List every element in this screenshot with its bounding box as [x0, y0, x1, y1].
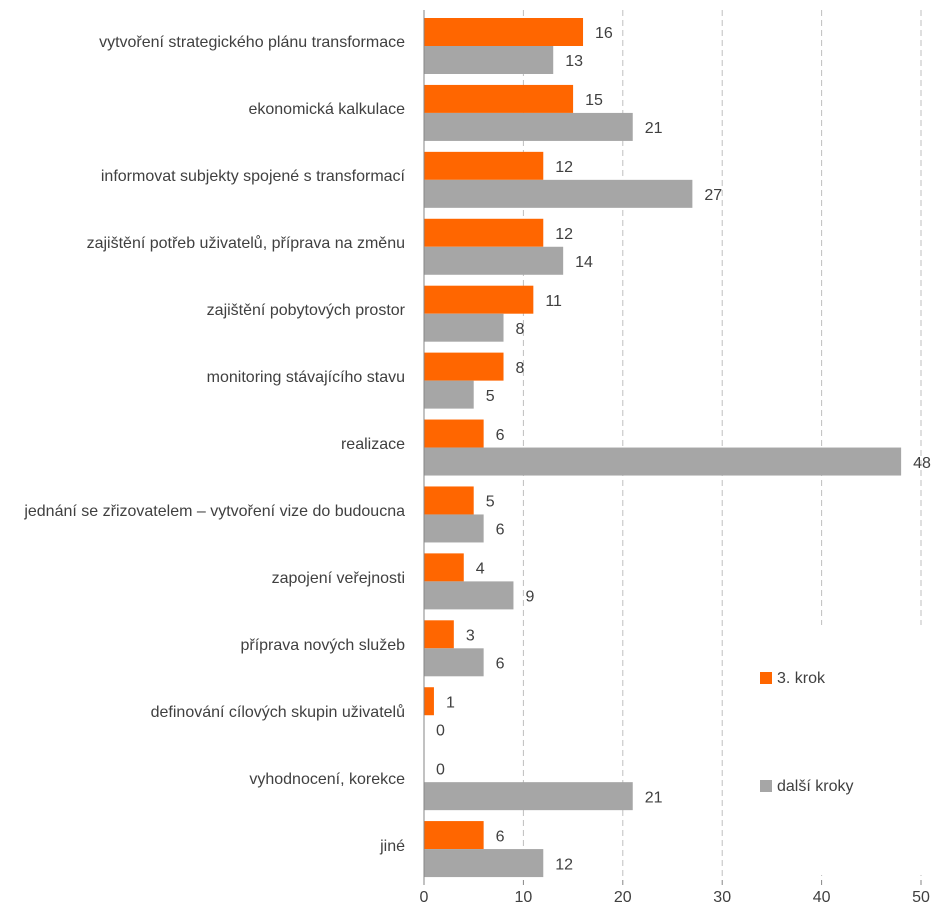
value-label: 6	[496, 656, 505, 673]
x-tick-label: 40	[813, 889, 831, 906]
bar	[424, 514, 484, 543]
category-label: jednání se zřizovatelem – vytvoření vize…	[0, 478, 405, 545]
value-label: 8	[516, 360, 525, 377]
value-label: 12	[555, 856, 573, 873]
category-label: zapojení veřejnosti	[0, 545, 405, 612]
category-text: realizace	[340, 435, 405, 453]
bar	[424, 313, 504, 342]
bar	[424, 84, 574, 113]
value-label: 0	[436, 722, 445, 739]
category-text: ekonomická kalkulace	[248, 101, 405, 119]
value-label: 9	[525, 589, 534, 606]
category-text: vyhodnocení, korekce	[249, 770, 405, 788]
value-label: 21	[645, 120, 663, 137]
value-label: 27	[704, 187, 722, 204]
category-label: informovat subjekty spojené s transforma…	[0, 144, 405, 211]
value-label: 6	[496, 427, 505, 444]
bar	[424, 246, 564, 275]
bar	[424, 447, 902, 476]
value-label: 4	[476, 561, 485, 578]
value-label: 16	[595, 25, 613, 42]
value-label: 3	[466, 628, 475, 645]
category-text: monitoring stávajícího stavu	[206, 369, 405, 387]
value-label: 6	[496, 522, 505, 539]
legend-background	[740, 625, 948, 875]
bar	[424, 380, 474, 409]
category-text: definování cílových skupin uživatelů	[150, 703, 405, 721]
bar	[424, 285, 534, 314]
category-text: jiné	[380, 837, 405, 855]
category-label: ekonomická kalkulace	[0, 77, 405, 144]
bar	[424, 151, 544, 180]
category-text: zapojení veřejnosti	[271, 569, 405, 587]
value-label: 21	[645, 789, 663, 806]
bar	[424, 687, 434, 716]
bar	[424, 581, 514, 610]
bar	[424, 486, 474, 515]
category-text: jednání se zřizovatelem – vytvoření vize…	[24, 502, 405, 520]
value-label: 11	[545, 293, 562, 310]
bar	[424, 849, 544, 878]
category-label: monitoring stávajícího stavu	[0, 345, 405, 412]
category-text: vytvoření strategického plánu transforma…	[99, 34, 405, 52]
bar	[424, 648, 484, 677]
category-label: jiné	[0, 813, 405, 880]
value-label: 8	[516, 321, 525, 338]
value-label: 12	[555, 226, 573, 243]
bar	[424, 620, 454, 649]
bar	[424, 553, 464, 582]
category-label: vytvoření strategického plánu transforma…	[0, 10, 405, 77]
x-tick-label: 20	[614, 889, 632, 906]
bar	[424, 419, 484, 448]
legend-swatch	[760, 672, 772, 684]
value-label: 14	[575, 254, 593, 271]
bar	[424, 218, 544, 247]
x-tick-label: 30	[713, 889, 731, 906]
bar	[424, 18, 584, 46]
value-label: 13	[565, 53, 583, 70]
bar	[424, 821, 484, 850]
category-label: vyhodnocení, korekce	[0, 746, 405, 813]
value-label: 6	[496, 828, 505, 845]
category-text: zajištění potřeb uživatelů, příprava na …	[86, 235, 405, 253]
value-label: 48	[913, 455, 931, 472]
value-label: 0	[436, 761, 445, 778]
value-label: 15	[585, 92, 603, 109]
bar	[424, 112, 633, 141]
value-label: 1	[446, 694, 455, 711]
x-tick-label: 10	[515, 889, 533, 906]
legend-label: další kroky	[777, 778, 853, 795]
value-label: 12	[555, 159, 573, 176]
category-label: zajištění pobytových prostor	[0, 278, 405, 345]
category-label: definování cílových skupin uživatelů	[0, 679, 405, 746]
x-tick-label: 50	[912, 889, 930, 906]
bar	[424, 352, 504, 381]
legend-swatch	[760, 780, 772, 792]
category-text: informovat subjekty spojené s transforma…	[100, 168, 405, 186]
category-label: realizace	[0, 412, 405, 479]
bar	[424, 46, 554, 74]
legend-label: 3. krok	[777, 670, 826, 687]
category-text: zajištění pobytových prostor	[206, 302, 405, 320]
x-tick-label: 0	[420, 889, 429, 906]
category-label: zajištění potřeb uživatelů, příprava na …	[0, 211, 405, 278]
value-label: 5	[486, 388, 495, 405]
bar	[424, 179, 693, 208]
category-text: příprava nových služeb	[240, 636, 405, 654]
value-label: 5	[486, 494, 495, 511]
category-label: příprava nových služeb	[0, 612, 405, 679]
bar	[424, 782, 633, 811]
